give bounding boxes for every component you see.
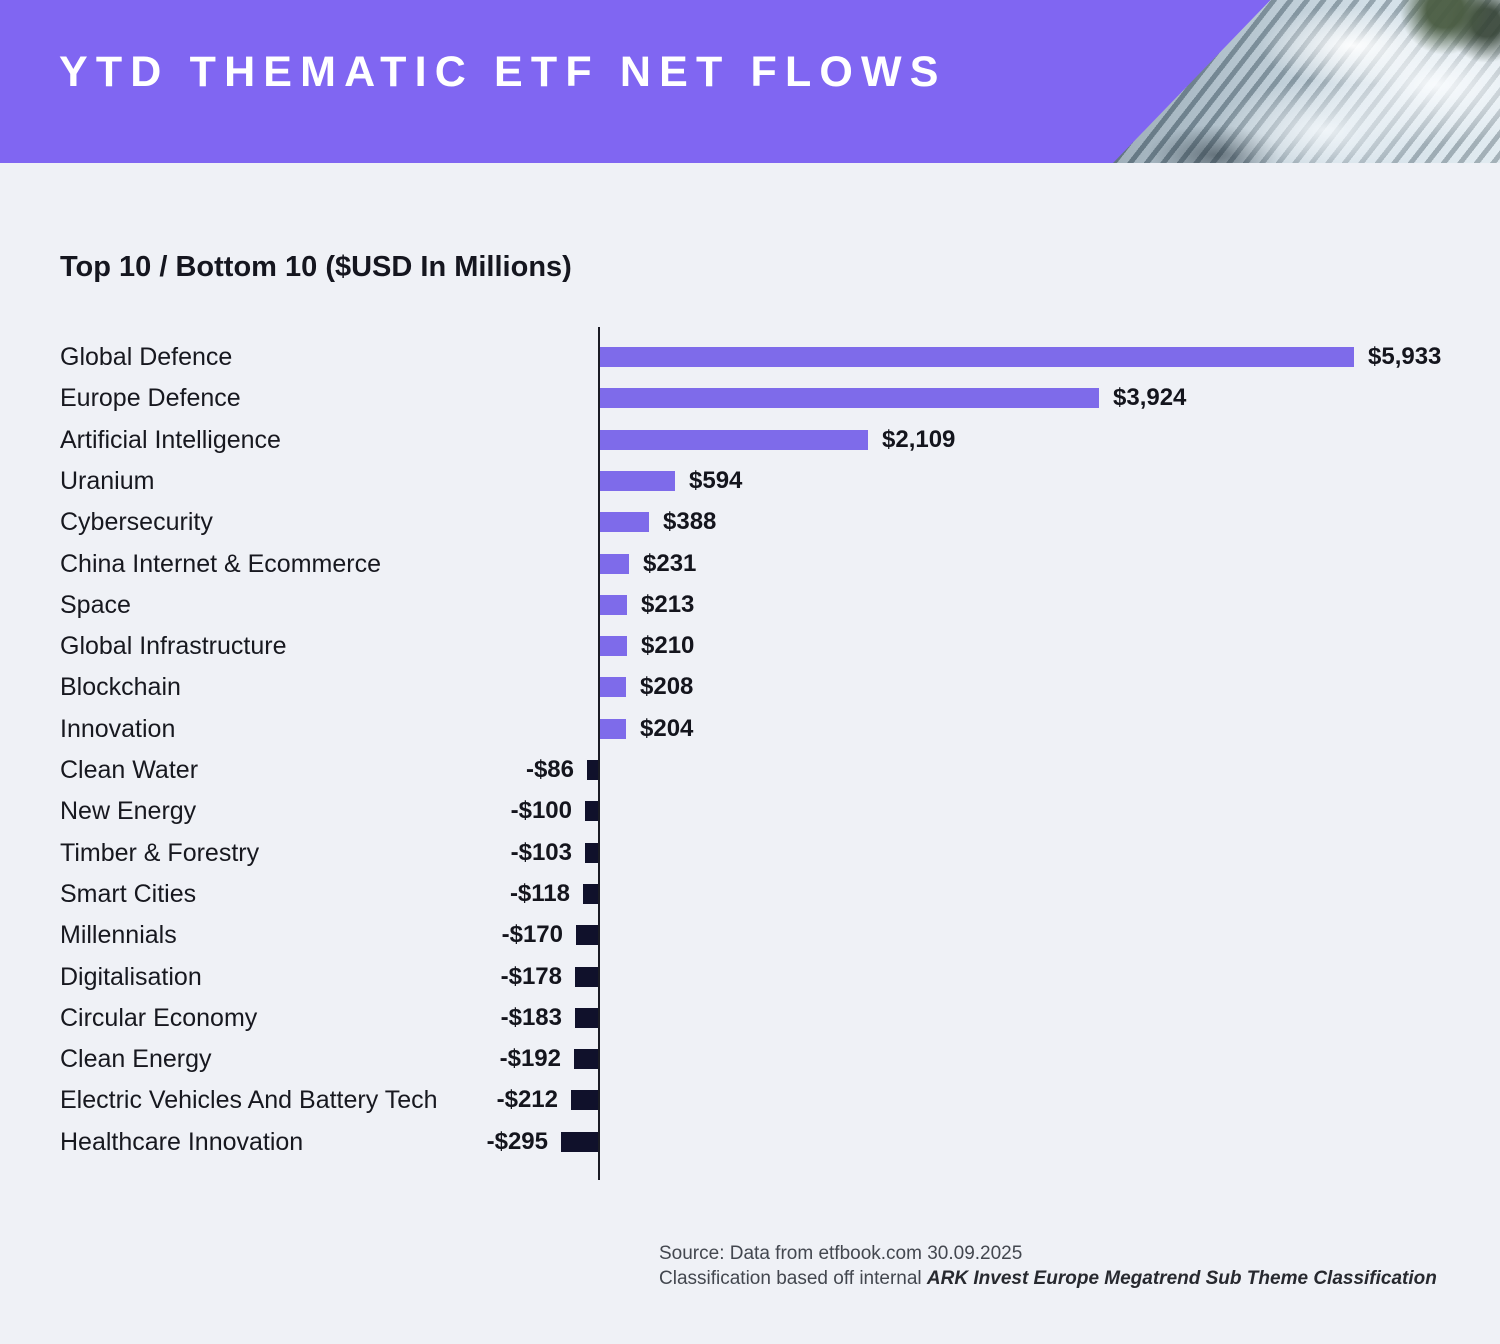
classification-prefix: Classification based off internal bbox=[659, 1268, 927, 1289]
category-label: Cybersecurity bbox=[60, 508, 213, 537]
classification-italic: ARK Invest Europe Megatrend Sub Theme Cl… bbox=[926, 1268, 1437, 1289]
category-label: Global Infrastructure bbox=[60, 632, 287, 661]
bar-negative bbox=[574, 1049, 598, 1070]
value-label: $204 bbox=[640, 714, 694, 742]
category-label: Artificial Intelligence bbox=[60, 425, 281, 454]
category-label: Europe Defence bbox=[60, 384, 241, 413]
source-footnote: Source: Data from etfbook.com 30.09.2025… bbox=[659, 1241, 1437, 1291]
category-label: Innovation bbox=[60, 714, 176, 743]
bar-positive bbox=[600, 594, 627, 615]
header-banner: YTD THEMATIC ETF NET FLOWS bbox=[0, 0, 1500, 163]
bar-positive bbox=[600, 553, 629, 574]
bar-positive bbox=[600, 429, 868, 450]
value-label: -$100 bbox=[510, 797, 572, 825]
category-label: Healthcare Innovation bbox=[60, 1127, 304, 1156]
banner-purple-overlay bbox=[0, 0, 1271, 163]
value-label: -$192 bbox=[499, 1045, 561, 1073]
category-label: China Internet & Ecommerce bbox=[60, 549, 381, 578]
bar-positive bbox=[600, 347, 1354, 367]
bar-positive bbox=[600, 677, 626, 698]
value-label: $3,924 bbox=[1113, 384, 1187, 412]
category-label: Digitalisation bbox=[60, 962, 202, 991]
value-label: -$295 bbox=[486, 1127, 548, 1155]
value-label: $213 bbox=[641, 590, 695, 618]
value-label: $210 bbox=[641, 632, 695, 660]
value-label: $594 bbox=[689, 466, 743, 494]
category-label: Clean Water bbox=[60, 756, 199, 784]
value-label: $231 bbox=[643, 549, 697, 577]
value-label: -$170 bbox=[501, 921, 563, 949]
bar-positive bbox=[600, 388, 1099, 409]
bar-negative bbox=[585, 801, 598, 822]
source-line: Source: Data from etfbook.com 30.09.2025 bbox=[659, 1243, 1023, 1264]
chart-title: Top 10 / Bottom 10 ($USD In Millions) bbox=[60, 251, 572, 283]
category-label: Space bbox=[60, 590, 131, 619]
category-label: Millennials bbox=[60, 921, 177, 950]
value-label: -$118 bbox=[509, 879, 570, 907]
category-label: Uranium bbox=[60, 466, 155, 495]
bar-chart: Global Defence $5,933 Europe Defence $3,924… bbox=[0, 325, 1500, 1190]
bar-negative bbox=[575, 1007, 598, 1028]
classification-line: Classification based off internal ARK In… bbox=[659, 1266, 1437, 1291]
value-label: -$103 bbox=[510, 838, 572, 866]
bar-positive bbox=[600, 636, 627, 657]
value-label: -$183 bbox=[500, 1003, 562, 1031]
category-label: Smart Cities bbox=[60, 879, 197, 908]
bar-negative bbox=[575, 966, 598, 987]
bar-negative bbox=[587, 760, 598, 780]
bar-negative bbox=[561, 1131, 598, 1152]
bar-negative bbox=[571, 1090, 598, 1111]
value-label: $5,933 bbox=[1368, 343, 1442, 370]
bar-negative bbox=[583, 883, 598, 904]
value-label: -$178 bbox=[500, 962, 562, 990]
zero-axis-line bbox=[598, 327, 600, 1180]
category-label: Blockchain bbox=[60, 673, 181, 702]
category-label: Timber & Forestry bbox=[60, 838, 260, 867]
bar-positive bbox=[600, 718, 626, 739]
bar-negative bbox=[576, 925, 598, 946]
value-label: $388 bbox=[663, 508, 717, 536]
category-label: New Energy bbox=[60, 797, 197, 826]
value-label: -$86 bbox=[525, 756, 574, 783]
value-label: -$212 bbox=[496, 1086, 558, 1114]
value-label: $2,109 bbox=[882, 425, 956, 453]
bar-negative bbox=[585, 842, 598, 863]
category-label: Electric Vehicles And Battery Tech bbox=[60, 1086, 438, 1115]
value-label: $208 bbox=[640, 673, 694, 701]
bar-positive bbox=[600, 512, 649, 533]
category-label: Global Defence bbox=[60, 343, 233, 371]
category-label: Circular Economy bbox=[60, 1003, 258, 1032]
category-label: Clean Energy bbox=[60, 1045, 212, 1074]
page-title: YTD THEMATIC ETF NET FLOWS bbox=[59, 48, 947, 96]
bar-positive bbox=[600, 470, 675, 491]
